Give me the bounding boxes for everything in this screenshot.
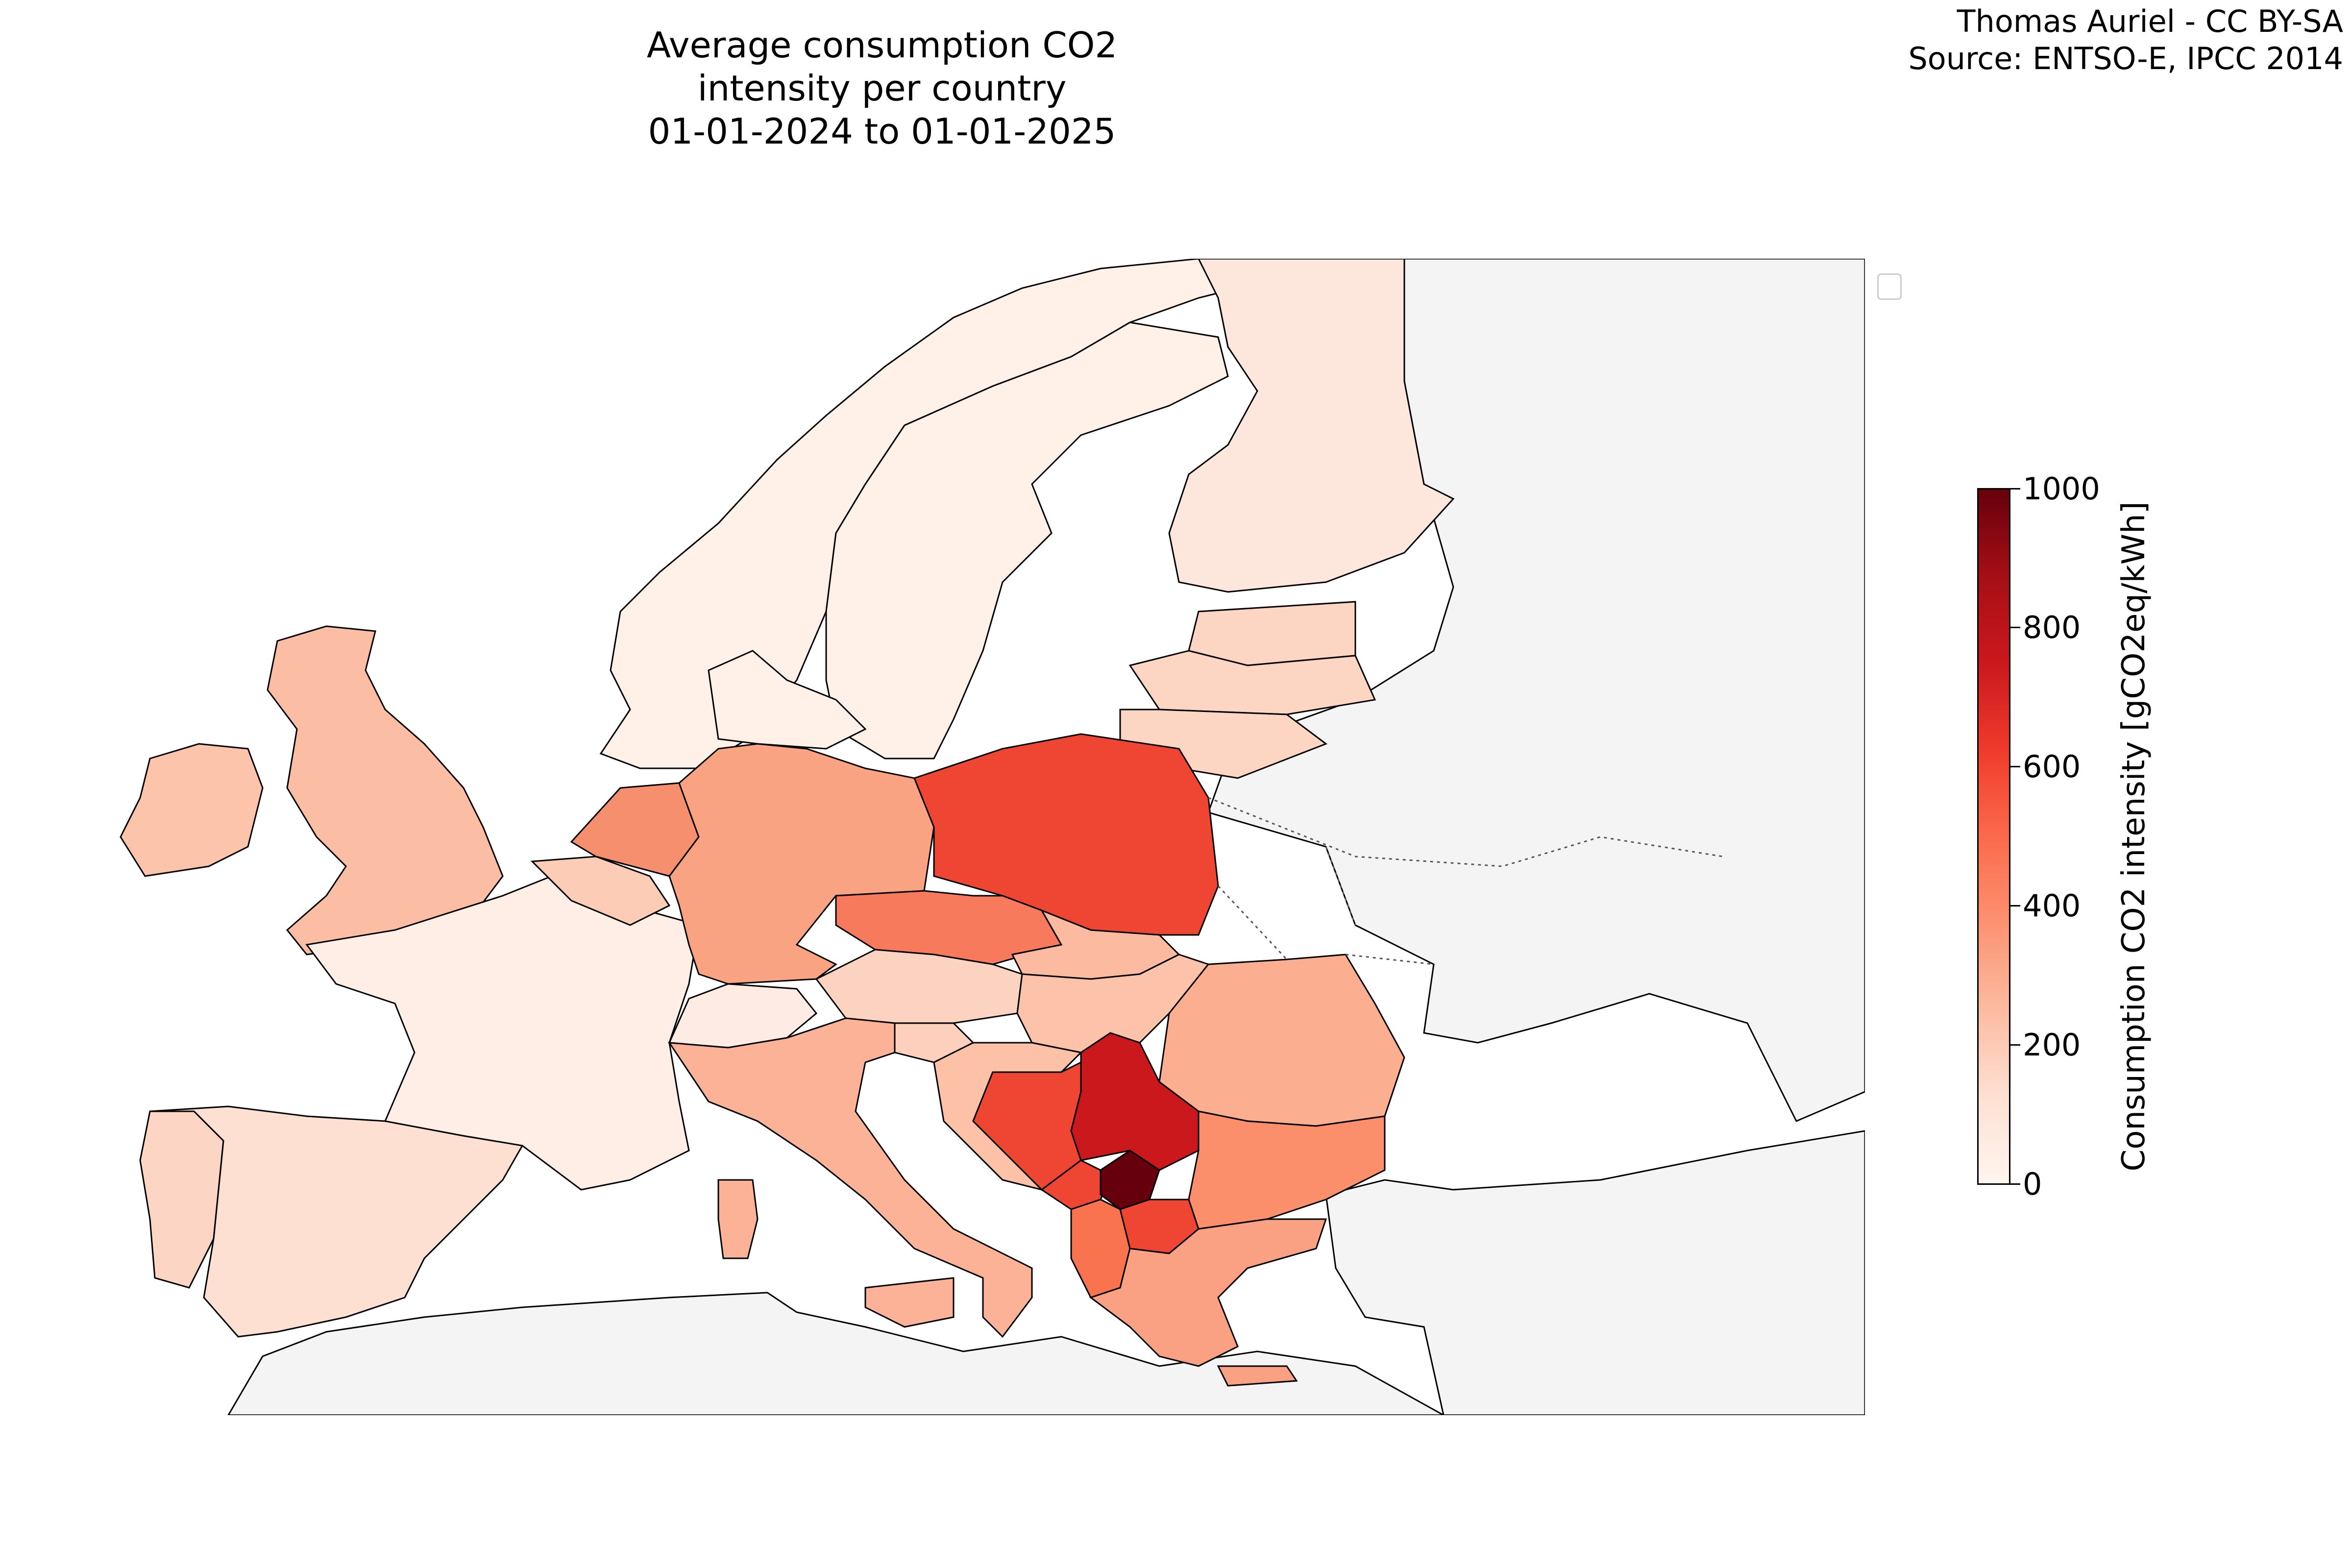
spain-region <box>149 1105 524 1338</box>
colorbar-tick-label: 200 <box>2023 1027 2081 1063</box>
sweden-region <box>825 321 1229 760</box>
colorbar-tick-label: 800 <box>2023 610 2081 645</box>
legend-box <box>1877 273 1902 300</box>
sardinia-region <box>717 1179 759 1259</box>
turkey-region <box>1325 1130 1865 1415</box>
poland-region <box>913 733 1219 936</box>
title-line-1: Average consumption CO2 intensity per co… <box>646 24 1118 109</box>
finland-region <box>1168 259 1455 593</box>
bulgaria-region <box>1188 1110 1386 1230</box>
title-line-2: 01-01-2024 to 01-01-2025 <box>648 111 1116 152</box>
europe-map <box>32 259 1865 1415</box>
credits: Thomas Auriel - CC BY-SA Source: ENTSO-E… <box>1908 3 2343 77</box>
colorbar-tick <box>2010 488 2020 490</box>
estonia-region <box>1188 601 1356 666</box>
colorbar <box>1977 488 2010 1185</box>
colorbar-tick <box>2010 905 2020 906</box>
ireland-region <box>120 743 264 877</box>
map-title: Average consumption CO2 intensity per co… <box>588 24 1176 153</box>
colorbar-tick-label: 0 <box>2023 1166 2042 1202</box>
serbia-region <box>1070 1032 1200 1171</box>
denmark-region <box>708 650 867 750</box>
germany-region <box>668 743 935 985</box>
colorbar-tick <box>2010 1183 2020 1185</box>
belarus-ukraine-borders <box>1208 797 1723 965</box>
colorbar-tick <box>2010 766 2020 767</box>
crete-region <box>1217 1365 1298 1387</box>
colorbar-tick <box>2010 627 2020 628</box>
colorbar-tick-label: 600 <box>2023 749 2081 784</box>
colorbar-tick-label: 400 <box>2023 888 2081 924</box>
colorbar-tick <box>2010 1044 2020 1046</box>
colorbar-label: Consumption CO2 intensity [gCO2eq/kWh] <box>2116 501 2152 1172</box>
sicily-region <box>864 1277 955 1328</box>
russia-region <box>1207 259 1865 1122</box>
source-credit: Source: ENTSO-E, IPCC 2014 <box>1908 41 2343 76</box>
greece-region <box>1089 1218 1327 1367</box>
colorbar-tick-label: 1000 <box>2023 471 2100 507</box>
italy-region <box>668 1017 1033 1338</box>
north-africa-region <box>227 1292 1446 1415</box>
author-credit: Thomas Auriel - CC BY-SA <box>1957 3 2343 39</box>
